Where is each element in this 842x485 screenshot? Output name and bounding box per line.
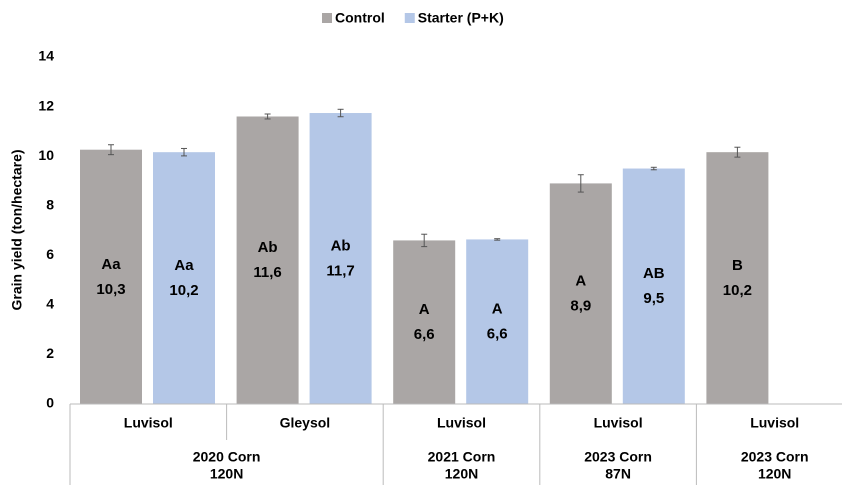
letter-label: Aa: [174, 257, 194, 274]
bar: [549, 183, 612, 404]
value-label: 9,5: [643, 290, 664, 307]
letter-label: Ab: [331, 237, 351, 254]
x-tick-label: Luvisol: [124, 415, 173, 431]
y-tick-label: 8: [46, 196, 54, 212]
y-tick-label: 12: [38, 97, 54, 113]
legend-label: Starter (P+K): [418, 10, 504, 26]
x-tick-label: Luvisol: [437, 415, 486, 431]
group-label: 2021 Corn: [428, 449, 496, 465]
letter-label: B: [732, 257, 743, 274]
group-label: 2020 Corn: [193, 449, 261, 465]
error-bar: [650, 166, 657, 171]
bar: [622, 168, 685, 404]
bar: [153, 152, 215, 404]
group-label: 120N: [758, 466, 791, 482]
group-label: 120N: [210, 466, 243, 482]
bar: [706, 152, 769, 404]
legend-swatch: [404, 13, 415, 23]
x-tick-label: Luvisol: [594, 415, 643, 431]
x-tick-label: Luvisol: [750, 415, 799, 431]
legend-swatch: [322, 13, 332, 23]
value-label: 11,6: [253, 264, 281, 281]
value-label: 8,9: [570, 298, 591, 315]
letter-label: AB: [643, 265, 665, 282]
letter-label: A: [492, 301, 503, 318]
y-tick-label: 10: [38, 147, 54, 163]
value-label: 10,2: [169, 282, 198, 299]
bar: [236, 116, 299, 404]
bar: [80, 149, 142, 404]
error-bar: [577, 174, 584, 193]
value-label: 6,6: [487, 326, 508, 343]
value-label: 10,3: [96, 281, 125, 298]
error-bar: [264, 113, 271, 120]
error-bar: [734, 146, 741, 158]
group-label: 87N: [605, 466, 631, 482]
group-label: 2023 Corn: [584, 449, 652, 465]
bar: [309, 113, 372, 404]
y-tick-label: 6: [46, 246, 54, 262]
bar: [393, 240, 456, 404]
letter-label: A: [419, 301, 430, 318]
y-tick-label: 4: [46, 296, 54, 312]
y-tick-label: 0: [46, 395, 54, 411]
y-tick-label: 14: [38, 48, 54, 64]
group-label: 120N: [445, 466, 478, 482]
y-axis-label: Grain yield (ton/hectare): [9, 149, 25, 310]
value-label: 11,7: [326, 262, 354, 279]
error-bar: [494, 238, 501, 241]
error-bar: [421, 233, 428, 248]
error-bar: [337, 108, 344, 118]
legend-label: Control: [335, 10, 385, 26]
error-bar: [108, 144, 114, 156]
group-label: 2023 Corn: [741, 449, 809, 465]
letter-label: Aa: [101, 256, 121, 273]
error-bar: [181, 147, 187, 157]
value-label: 6,6: [414, 326, 435, 343]
value-label: 10,2: [723, 282, 752, 299]
bar: [466, 239, 529, 404]
letter-label: A: [575, 273, 586, 290]
letter-label: Ab: [258, 239, 278, 256]
x-tick-label: Gleysol: [280, 415, 331, 431]
y-tick-label: 2: [46, 345, 54, 361]
